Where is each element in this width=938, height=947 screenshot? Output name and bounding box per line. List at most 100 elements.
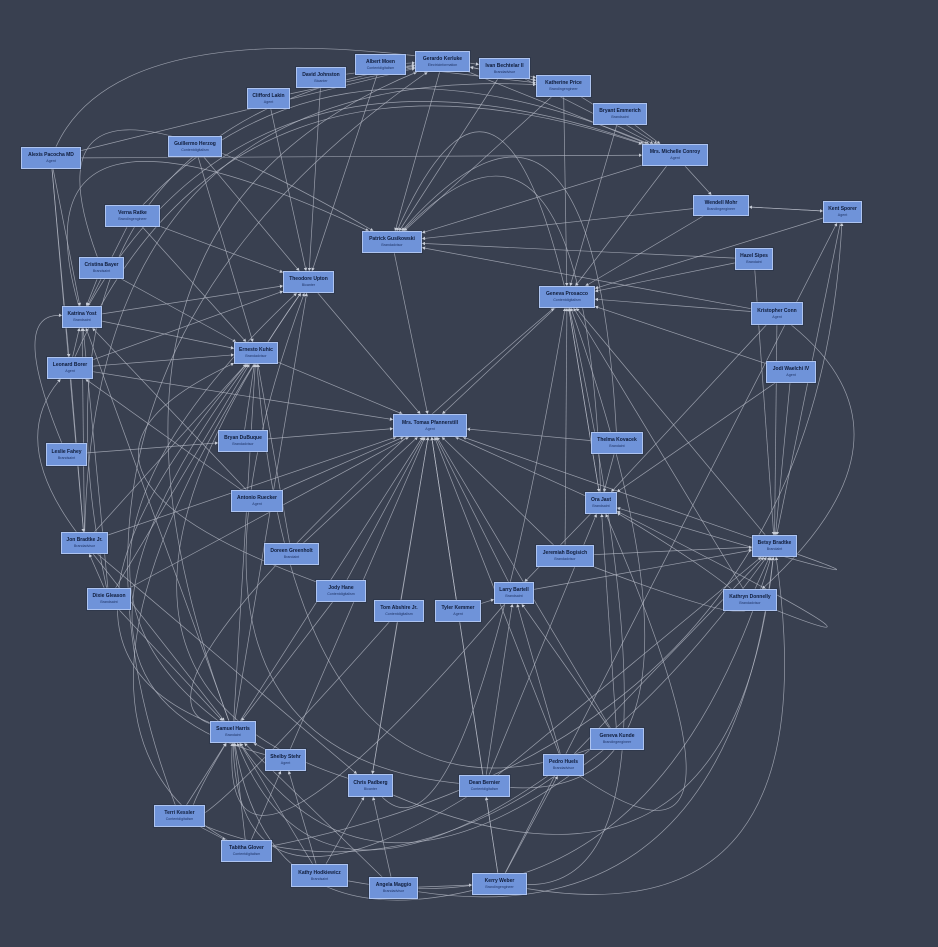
node-jon[interactable]: Jon Bradtke Jr. Brandadvisor — [61, 532, 108, 554]
node-tabitha[interactable]: Tabitha Glover Contentdigitalism — [221, 840, 272, 862]
edge-chris-geneva_p — [381, 307, 567, 809]
node-pedro[interactable]: Pedro Huels Brandadvisor — [543, 754, 584, 776]
node-name: Wendell Mohr — [704, 199, 738, 206]
edge-jon-leonard — [37, 378, 77, 533]
edge-leonard-tomas — [92, 371, 394, 421]
node-wendell[interactable]: Wendell Mohr Brandingengineer — [693, 195, 749, 216]
node-patrick[interactable]: Patrick Gusikowski Brandadvisor — [362, 231, 422, 253]
node-katrina[interactable]: Katrina Yost Brandsaint — [62, 306, 102, 328]
node-gerardo[interactable]: Gerardo Kerluke Electricinformation — [415, 51, 470, 72]
node-role: Agent — [453, 612, 463, 616]
edge-katherine-geneva_p — [563, 96, 569, 287]
node-verna[interactable]: Verna Ratke Brandingengineer — [105, 205, 160, 227]
node-albert[interactable]: Albert Moen Contentdigitalism — [355, 54, 406, 75]
node-name: Samuel Harris — [216, 726, 250, 732]
node-tomas[interactable]: Mrs. Tomas Pfannerstill Agent — [393, 414, 467, 437]
node-katherine[interactable]: Katherine Price Brandingengineer — [536, 75, 591, 97]
node-theodore[interactable]: Theodore Upton Bicanter — [283, 271, 334, 293]
node-role: Brandingengineer — [706, 206, 736, 211]
node-geneva_k[interactable]: Geneva Kunde Brandingengineer — [590, 728, 644, 750]
edge-hazel-geneva_p — [594, 262, 736, 293]
node-angela[interactable]: Angela Maggio Brandadvisor — [369, 877, 418, 899]
edge-tyler-larry — [480, 598, 495, 604]
node-betsy[interactable]: Betsy Bradtke Brandaint — [752, 535, 797, 557]
node-role: Brandingengineer — [602, 740, 632, 744]
node-david[interactable]: David Johnston Bicanter — [296, 67, 346, 88]
node-dixie[interactable]: Dixie Gleason Brandsaint — [87, 588, 131, 610]
edge-pedro-ora — [579, 513, 687, 811]
edge-angela-kerry — [417, 883, 473, 888]
edge-katrina-theodore — [101, 284, 284, 315]
node-name: Cristina Bayer — [84, 262, 119, 268]
node-thelma[interactable]: Thelma Kovacek Brandaint — [591, 432, 643, 454]
node-clifford[interactable]: Clifford Lakin Agent — [247, 88, 290, 109]
node-dean[interactable]: Dean Bernier Contentdigitalism — [459, 775, 510, 797]
node-jody[interactable]: Jody Hane Contentdigitalism — [316, 580, 366, 602]
edge-michelle-wendell — [684, 165, 712, 196]
edge-jodi-betsy — [774, 382, 791, 536]
node-jeremiah[interactable]: Jeremiah Bogisich Brandadvisor — [536, 545, 594, 567]
node-cristina[interactable]: Cristina Bayer Brandsaint — [79, 257, 124, 279]
edge-ivan-katherine — [529, 75, 537, 79]
node-role: Agent — [837, 213, 848, 217]
node-michelle[interactable]: Mrs. Michelle Conroy Agent — [642, 144, 708, 166]
node-role: Brandadvisor — [245, 354, 267, 358]
node-antonio[interactable]: Antonio Ruecker Agent — [231, 490, 283, 512]
node-doreen[interactable]: Doreen Greenholt Brandaint — [264, 543, 319, 565]
edge-gerardo-michelle — [468, 71, 648, 145]
edge-samuel-katrina — [85, 327, 230, 722]
node-terri[interactable]: Terri Kessler Contentdigitalism — [154, 805, 205, 827]
edge-kristopher-patrick — [421, 246, 752, 310]
node-samuel[interactable]: Samuel Harris Brandaint — [210, 721, 256, 743]
node-kristopher[interactable]: Kristopher Conn Agent — [751, 302, 803, 325]
edge-kent-wendell — [748, 205, 824, 212]
node-kerry[interactable]: Kerry Weber Brandingengineer — [472, 873, 527, 895]
node-jodi[interactable]: Jodi Waelchi IV Agent — [766, 361, 816, 383]
node-role: Contentdigitalism — [165, 817, 194, 821]
node-role: Agent — [786, 373, 796, 377]
node-leonard[interactable]: Leonard Borer Agent — [47, 357, 93, 379]
node-bryant[interactable]: Bryant Emmerich Brandsaint — [593, 103, 647, 125]
node-chris[interactable]: Chris Padberg Bicanter — [348, 774, 393, 797]
node-tom[interactable]: Tom Abshire Jr. Contentdigitalism — [374, 600, 424, 622]
node-name: David Johnston — [302, 71, 340, 78]
node-tyler[interactable]: Tyler Kemmer Agent — [435, 600, 481, 622]
node-alexis[interactable]: Alexis Pacocha MD Agent — [21, 147, 81, 169]
node-larry[interactable]: Larry Bartell Brandsaint — [494, 582, 534, 604]
node-role: Agent — [772, 314, 782, 319]
node-role: Brandadvisor — [739, 601, 761, 605]
edge-geneva_p-patrick — [396, 131, 565, 287]
node-role: Agent — [65, 369, 75, 373]
node-name: Hazel Sipes — [740, 253, 768, 259]
edge-dean-larry — [485, 603, 514, 776]
node-kent[interactable]: Kent Sporer Agent — [823, 201, 862, 223]
edge-alexis-gerardo — [80, 67, 416, 151]
node-guillermo[interactable]: Guillermo Herzog Contentdigitalism — [168, 136, 222, 157]
node-geneva_p[interactable]: Geneva Prosacco Contentdigitalism — [539, 286, 595, 308]
node-name: Kathryn Donnelly — [729, 594, 771, 600]
node-ivan[interactable]: Ivan Bechtelar II Brandadvisor — [479, 58, 530, 79]
node-shelby[interactable]: Shelby Stehr Agent — [265, 749, 306, 771]
edge-geneva_p-tomas — [442, 307, 556, 415]
node-ernesto[interactable]: Ernesto Kuhic Brandadvisor — [234, 342, 278, 364]
edge-larry-betsy — [533, 548, 753, 590]
edge-thelma-patrick — [401, 156, 617, 433]
edge-betsy-geneva_p — [575, 307, 766, 536]
node-name: Leonard Borer — [52, 362, 88, 368]
node-name: Shelby Stehr — [270, 754, 301, 760]
edge-ora-patrick — [402, 175, 601, 493]
node-name: Bryan DuBuque — [224, 435, 262, 441]
node-bryan[interactable]: Bryan DuBuque Brandadvisor — [218, 430, 268, 452]
node-kathryn[interactable]: Kathryn Donnelly Brandadvisor — [723, 589, 777, 611]
edge-shelby-samuel — [253, 742, 266, 750]
node-kathy[interactable]: Kathy Hodkiewicz Brandsaint — [291, 864, 348, 887]
node-role: Brandaint — [225, 733, 241, 737]
node-role: Brandaint — [283, 555, 300, 559]
edge-kent-geneva_p — [594, 217, 824, 290]
edge-cristina-ernesto — [121, 278, 237, 343]
node-ora[interactable]: Ora Jast Brandsaint — [585, 492, 617, 514]
edge-kerry-geneva_p — [526, 307, 625, 885]
edge-shelby-ernesto — [131, 363, 266, 755]
node-leslie[interactable]: Leslie Fahey Brandsaint — [46, 443, 87, 466]
node-hazel[interactable]: Hazel Sipes Brandaint — [735, 248, 773, 270]
